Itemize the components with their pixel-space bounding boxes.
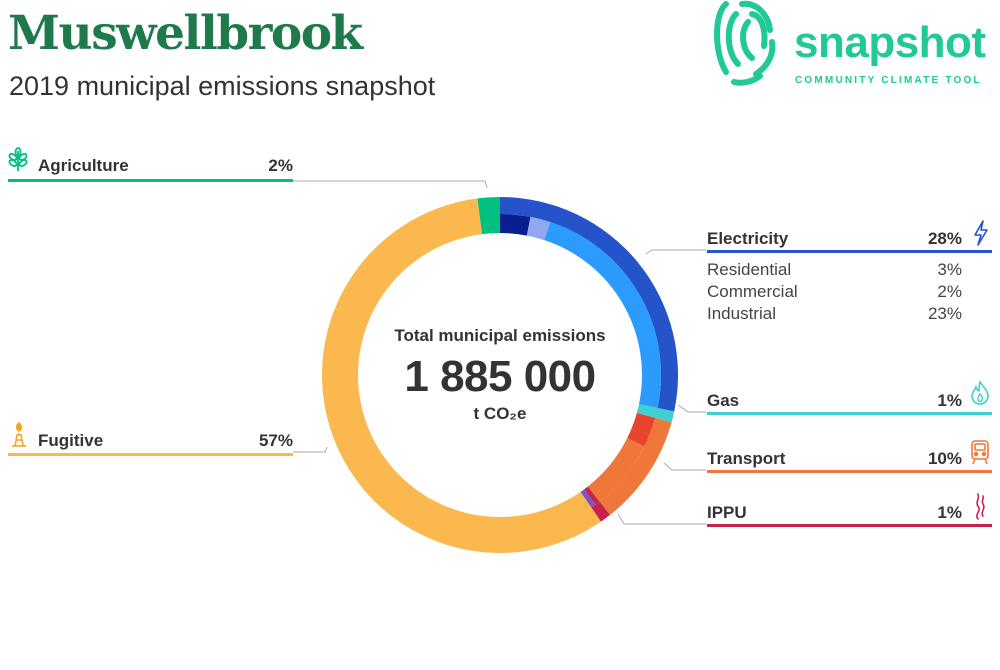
category-fugitive: Fugitive 57%: [8, 421, 293, 456]
wheat-icon: [8, 147, 28, 171]
ippu-pct: 1%: [937, 503, 962, 522]
center-total: 1 885 000: [404, 352, 596, 401]
commercial-label: Commercial: [707, 282, 798, 301]
transport-pct: 10%: [927, 449, 962, 468]
electricity-rule: [707, 250, 992, 253]
category-agriculture: Agriculture 2%: [8, 147, 293, 184]
donut-subslice-transport-1: [627, 412, 656, 447]
residential-label: Residential: [707, 260, 792, 279]
category-ippu: IPPU 1%: [707, 492, 992, 528]
page-subtitle: 2019 municipal emissions snapshot: [9, 71, 436, 101]
ippu-label: IPPU: [707, 503, 747, 522]
donut-subslice-transport-2: [587, 438, 645, 502]
page-title: Muswellbrook: [8, 6, 363, 61]
donut-subslice-ippu-1: [584, 486, 600, 505]
fugitive-rule: [8, 453, 293, 456]
flare-stack-icon: [12, 421, 26, 447]
residential-pct: 3%: [937, 260, 962, 279]
leader-gas: [677, 404, 706, 413]
electricity-sub-commercial: Commercial 2%: [707, 282, 962, 304]
category-electricity: Electricity 28%: [707, 220, 992, 256]
leader-agriculture: [293, 180, 488, 189]
gas-label: Gas: [707, 391, 740, 410]
donut-slice-fugitive: [322, 198, 601, 553]
electricity-pct: 28%: [927, 229, 962, 248]
electricity-sub-residential: Residential 3%: [707, 260, 962, 282]
ippu-rule: [707, 524, 992, 527]
gas-pct: 1%: [937, 391, 962, 410]
train-icon: [971, 440, 989, 465]
industrial-pct: 23%: [927, 304, 962, 323]
logo-tagline: COMMUNITY CLIMATE TOOL: [795, 75, 982, 86]
donut-subslice-ippu-2: [580, 489, 596, 508]
snapshot-logo: snapshot COMMUNITY CLIMATE TOOL: [712, 0, 1000, 90]
agriculture-pct: 2%: [268, 156, 293, 175]
agriculture-label: Agriculture: [38, 156, 129, 175]
transport-rule: [707, 470, 992, 473]
donut-slice-ippu: [591, 501, 611, 522]
agriculture-rule: [8, 179, 293, 182]
gas-rule: [707, 412, 992, 415]
center-label: Total municipal emissions: [394, 326, 606, 345]
center-unit: t CO₂e: [473, 404, 527, 423]
commercial-pct: 2%: [937, 282, 962, 301]
donut-slice-agriculture: [477, 197, 500, 235]
flame-icon: [971, 380, 989, 405]
smoke-icon: [976, 493, 985, 520]
donut-subslice-electricity-industrial: [544, 222, 661, 408]
electricity-sub-industrial: Industrial 23%: [707, 304, 962, 326]
category-transport: Transport 10%: [707, 438, 992, 474]
category-gas: Gas 1%: [707, 380, 992, 416]
donut-slice-transport: [599, 417, 672, 515]
leader-transport: [663, 462, 706, 471]
electricity-label: Electricity: [707, 229, 789, 248]
industrial-label: Industrial: [707, 304, 776, 323]
donut-slice-electricity: [500, 197, 678, 412]
fugitive-label: Fugitive: [38, 431, 104, 450]
leader-fugitive: [293, 446, 328, 453]
donut-slice-gas: [636, 404, 675, 423]
transport-label: Transport: [707, 449, 786, 468]
leader-electricity: [645, 249, 706, 255]
donut-subslice-electricity-commercial: [526, 216, 551, 241]
fugitive-pct: 57%: [258, 431, 293, 450]
leader-ippu: [617, 513, 706, 525]
lightning-icon: [974, 220, 988, 246]
logo-wordmark: snapshot: [794, 18, 986, 67]
fingerprint-icon: [714, 0, 776, 86]
donut-subslice-electricity-residential: [500, 214, 531, 236]
